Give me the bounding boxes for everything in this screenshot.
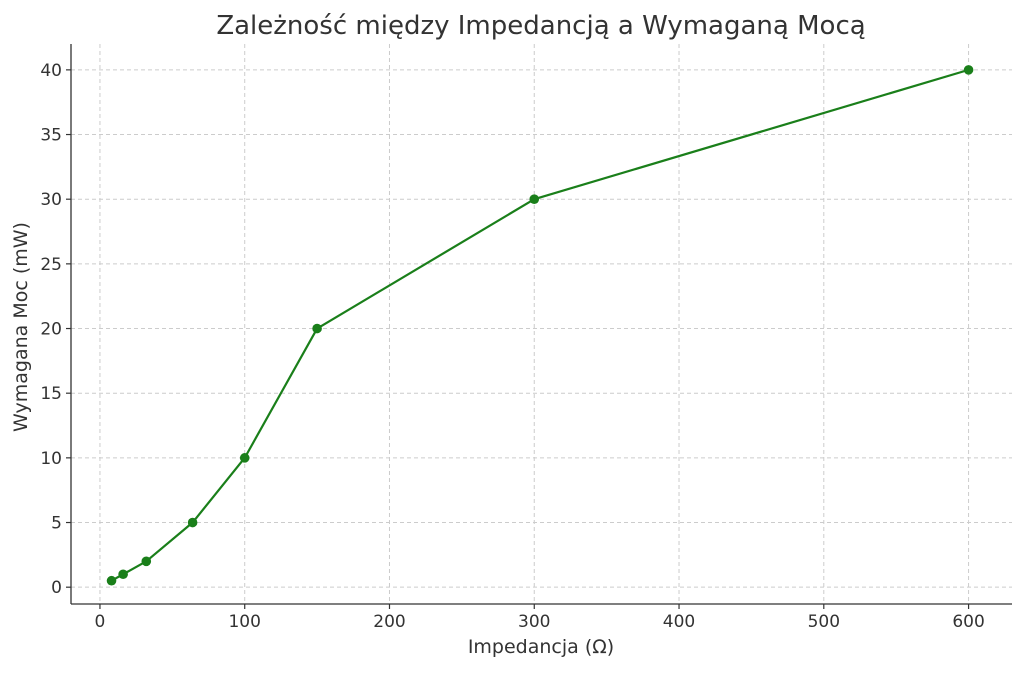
y-tick-label: 25 [40, 255, 62, 275]
y-tick-label: 0 [51, 578, 62, 598]
x-tick-label: 0 [95, 612, 106, 632]
x-tick-label: 100 [228, 612, 260, 632]
data-point [312, 323, 322, 334]
x-tick-label: 300 [518, 612, 550, 632]
data-point [963, 65, 974, 75]
data-point [529, 194, 540, 204]
data-point [118, 569, 128, 580]
axes-spines [70, 44, 1012, 605]
x-tick-label: 400 [663, 612, 695, 632]
chart-title: Zależność między Impedancją a Wymaganą M… [216, 11, 865, 41]
x-tick-label: 500 [808, 612, 840, 632]
x-axis-label: Impedancja (Ω) [468, 636, 614, 658]
grid [71, 44, 1012, 604]
x-tick-label: 600 [952, 612, 984, 632]
x-tick-label: 200 [373, 612, 405, 632]
y-tick-label: 10 [40, 449, 62, 469]
data-point [187, 517, 198, 528]
axis-ticks: 0 100 200 300 400 500 600 0 5 10 15 20 25 30 35 40 [40, 61, 984, 632]
y-axis-label: Wymagana Moc (mW) [10, 222, 32, 432]
y-tick-label: 5 [51, 514, 62, 534]
y-tick-label: 40 [40, 61, 62, 81]
y-tick-label: 30 [40, 190, 62, 210]
data-point [239, 453, 250, 463]
y-tick-label: 35 [40, 126, 62, 146]
data-point [106, 575, 117, 586]
y-tick-label: 15 [40, 384, 62, 404]
data-point [141, 556, 152, 567]
y-tick-label: 20 [40, 320, 62, 340]
data-series [106, 65, 974, 586]
series-line [111, 68, 969, 582]
